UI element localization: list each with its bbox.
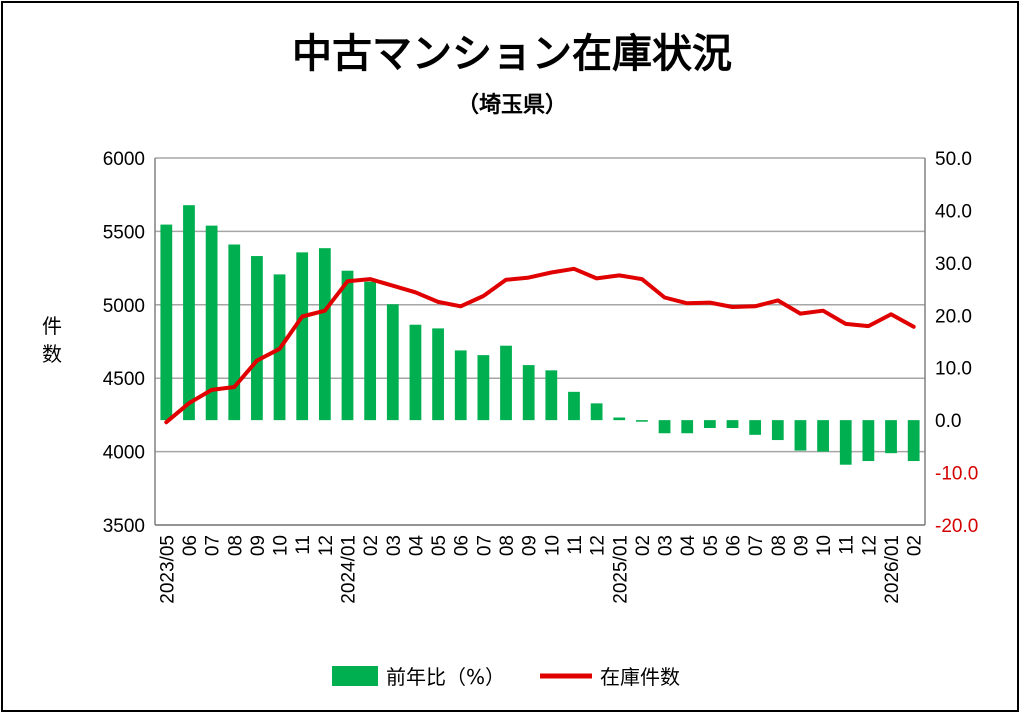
x-tick-label: 07	[203, 535, 224, 556]
legend-line-label: 在庫件数	[600, 665, 680, 689]
bar	[590, 403, 603, 421]
x-tick-label: 06	[724, 535, 745, 556]
x-tick-label: 2024/01	[339, 535, 360, 604]
right-tick-label: -10.0	[935, 464, 978, 485]
bar	[477, 355, 490, 421]
x-axis-ticks: 2023/05 06 07 08 09 10 11 12 2024/01 02 03 04 05 06 07…	[157, 535, 925, 604]
left-tick-label: 6000	[103, 149, 145, 170]
bar	[817, 420, 829, 452]
x-tick-label: 05	[429, 535, 450, 556]
legend: 前年比（%） 在庫件数	[332, 665, 680, 689]
x-tick-label: 2026/01	[882, 535, 903, 604]
left-axis-ticks: 3500 4000 4500 5000 5500 6000	[103, 149, 145, 537]
bar	[409, 324, 422, 421]
x-tick-label: 08	[225, 535, 246, 556]
x-tick-label: 04	[406, 535, 427, 557]
right-tick-label: 30.0	[935, 254, 972, 275]
left-tick-label: 4500	[103, 369, 145, 390]
bar	[251, 256, 263, 421]
x-tick-label: 07	[746, 535, 767, 556]
bar	[658, 420, 671, 434]
x-tick-label: 2023/05	[157, 535, 178, 604]
bar	[545, 370, 558, 421]
chart-subtitle: （埼玉県）	[457, 93, 567, 118]
bar	[522, 365, 535, 421]
right-tick-label: 10.0	[935, 359, 972, 380]
right-tick-label: 20.0	[935, 306, 972, 327]
bar	[703, 420, 716, 429]
bar	[432, 328, 444, 421]
x-tick-label: 09	[520, 535, 541, 556]
bar	[500, 345, 512, 421]
y-axis-label-char: 数	[42, 342, 62, 366]
left-tick-label: 5000	[103, 296, 145, 317]
x-tick-label: 12	[316, 535, 337, 556]
right-tick-label: 40.0	[935, 201, 972, 222]
bar	[341, 270, 354, 421]
bar	[681, 420, 694, 434]
bar-series	[160, 205, 920, 465]
gridlines	[155, 157, 925, 526]
x-tick-label: 09	[248, 535, 269, 556]
bar	[839, 420, 852, 465]
right-tick-label: -20.0	[935, 516, 978, 537]
chart-title: 中古マンション在庫状況	[292, 31, 732, 77]
x-tick-label: 12	[588, 535, 609, 556]
bar	[318, 248, 331, 421]
bar	[885, 420, 897, 454]
x-tick-label: 07	[474, 535, 495, 556]
x-tick-label: 02	[633, 535, 654, 556]
legend-bar-label: 前年比（%）	[386, 665, 505, 689]
bar	[613, 417, 626, 421]
x-tick-label: 11	[293, 535, 314, 555]
x-tick-label: 10	[271, 535, 292, 556]
right-axis-ticks: -20.0 -10.0 0.0 10.0 20.0 30.0 40.0 50.0	[935, 149, 978, 537]
x-tick-label: 02	[361, 535, 382, 556]
x-tick-label: 03	[656, 535, 677, 556]
x-tick-label: 05	[701, 535, 722, 556]
x-tick-label: 06	[180, 535, 201, 556]
x-tick-label: 04	[678, 535, 699, 557]
stock-count-line	[164, 266, 916, 425]
bar	[568, 391, 580, 421]
right-tick-label: 50.0	[935, 149, 972, 170]
x-tick-label: 02	[905, 535, 926, 556]
bar	[454, 350, 467, 421]
y-axis-label-char: 件	[42, 314, 62, 338]
bar	[228, 244, 241, 421]
x-tick-label: 09	[791, 535, 812, 556]
y-axis-label: 件数	[42, 314, 62, 366]
left-tick-label: 5500	[103, 222, 145, 243]
x-tick-label: 08	[769, 535, 790, 556]
bar	[205, 225, 218, 421]
x-tick-label: 08	[497, 535, 518, 556]
bar	[907, 420, 920, 462]
axes	[154, 158, 926, 526]
left-tick-label: 4000	[103, 443, 145, 464]
x-tick-label: 2025/01	[610, 535, 631, 604]
bar	[726, 420, 739, 429]
x-tick-label: 10	[542, 535, 563, 556]
left-tick-label: 3500	[103, 516, 145, 537]
x-tick-label: 06	[452, 535, 473, 556]
legend-bar-swatch	[332, 666, 378, 686]
line-series	[164, 266, 916, 425]
x-tick-label: 10	[814, 535, 835, 556]
bar	[636, 420, 648, 422]
bar	[749, 420, 762, 435]
right-tick-label: 0.0	[935, 411, 961, 432]
bar	[794, 420, 807, 451]
x-tick-label: 12	[859, 535, 880, 556]
x-tick-label: 11	[565, 535, 586, 555]
bar	[862, 420, 875, 462]
x-tick-label: 03	[384, 535, 405, 556]
x-tick-label: 11	[837, 535, 858, 555]
bar	[296, 252, 309, 421]
bar	[364, 281, 377, 421]
bar	[386, 304, 399, 421]
bar	[183, 205, 195, 421]
bar	[771, 420, 784, 441]
bar	[160, 224, 173, 421]
